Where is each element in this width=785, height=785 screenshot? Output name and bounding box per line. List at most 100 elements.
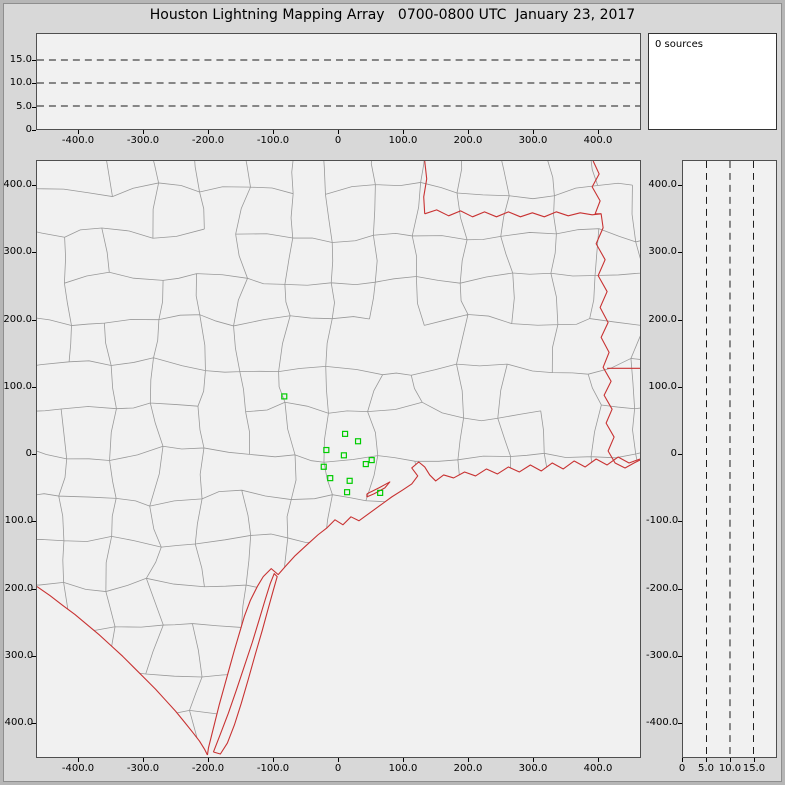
tick-label: 100.0	[388, 135, 418, 146]
tick-mark	[598, 758, 599, 762]
tick-label: 0	[334, 135, 342, 146]
tick-label: 5.0	[16, 100, 32, 112]
tick-label: -200.0	[191, 763, 225, 774]
tick-label: 300.0	[518, 763, 548, 774]
tick-mark	[32, 655, 36, 657]
sources-count: 0 sources	[655, 39, 703, 50]
tick-mark	[730, 758, 731, 762]
tick-label: -300.0	[126, 135, 160, 146]
tick-mark	[678, 319, 682, 321]
plan-view-map-panel[interactable]	[36, 160, 641, 758]
tick-mark	[32, 83, 36, 84]
tick-label: 100.0	[648, 380, 677, 392]
tick-mark	[678, 454, 682, 455]
tick-mark	[32, 588, 36, 590]
tick-label: 400.0	[3, 179, 32, 190]
tick-mark	[32, 454, 36, 455]
tick-mark	[78, 758, 79, 762]
tick-label: 400.0	[648, 179, 677, 190]
tick-label: 300.0	[518, 135, 548, 146]
tick-mark	[598, 130, 599, 134]
tick-label: -100.0	[256, 763, 290, 774]
tick-label: -200.0	[191, 135, 225, 146]
tick-label: 0	[25, 124, 32, 135]
tick-mark	[32, 59, 36, 61]
tick-label: 200.0	[453, 763, 483, 774]
altitude-ns-plot[interactable]	[683, 161, 776, 757]
tick-mark	[403, 758, 404, 762]
tick-mark	[143, 758, 144, 762]
tick-mark	[32, 723, 36, 724]
tick-mark	[533, 758, 534, 762]
tick-mark	[208, 130, 209, 134]
tick-label: 200.0	[3, 313, 32, 325]
altitude-ns-panel[interactable]	[682, 160, 777, 758]
tick-label: -200.0	[1, 582, 34, 594]
lma-station-markers	[281, 393, 384, 496]
tick-label: 15.0	[742, 763, 766, 774]
tick-mark	[32, 319, 36, 321]
tick-mark	[468, 130, 469, 134]
state-borders-coastline	[37, 161, 640, 756]
county-boundaries	[37, 161, 640, 756]
tick-label: 300.0	[648, 246, 677, 258]
tick-label: 10.0	[9, 77, 32, 88]
tick-label: 400.0	[583, 763, 613, 774]
tick-mark	[338, 758, 339, 762]
tick-label: 100.0	[3, 380, 32, 392]
tick-mark	[78, 130, 79, 134]
sources-box: 0 sources	[648, 33, 777, 130]
tick-label: 200.0	[648, 313, 677, 325]
tick-label: -100.0	[646, 515, 679, 527]
tick-label: -400.0	[61, 135, 95, 146]
tick-mark	[32, 130, 36, 131]
window-title: Houston Lightning Mapping Array 0700-080…	[149, 7, 636, 23]
tick-mark	[273, 130, 274, 134]
tick-mark	[468, 758, 469, 762]
tick-label: 0	[334, 763, 342, 774]
tick-label: 0	[670, 448, 677, 459]
tick-mark	[32, 521, 36, 523]
tick-label: 5.0	[698, 763, 714, 774]
tick-label: 15.0	[9, 53, 32, 65]
plan-view-map[interactable]	[37, 161, 640, 757]
tick-mark	[678, 185, 682, 186]
tick-label: -400.0	[61, 763, 95, 774]
tick-mark	[143, 130, 144, 134]
tick-mark	[678, 521, 682, 523]
tick-mark	[678, 588, 682, 590]
tick-mark	[533, 130, 534, 134]
altitude-ew-panel[interactable]	[36, 33, 641, 130]
tick-label: -100.0	[1, 515, 34, 527]
tick-label: 200.0	[453, 135, 483, 146]
tick-mark	[32, 252, 36, 254]
tick-mark	[338, 130, 339, 134]
altitude-ew-plot[interactable]	[37, 34, 640, 129]
tick-mark	[678, 723, 682, 724]
tick-label: -200.0	[646, 582, 679, 594]
tick-label: -300.0	[646, 649, 679, 661]
tick-label: 300.0	[3, 246, 32, 258]
tick-mark	[208, 758, 209, 762]
tick-mark	[403, 130, 404, 134]
tick-mark	[32, 185, 36, 186]
tick-label: -300.0	[126, 763, 160, 774]
tick-mark	[678, 252, 682, 254]
tick-label: 400.0	[583, 135, 613, 146]
tick-label: 100.0	[388, 763, 418, 774]
tick-label: 10.0	[718, 763, 742, 774]
tick-mark	[678, 655, 682, 657]
tick-label: -400.0	[1, 717, 34, 728]
tick-mark	[678, 386, 682, 388]
tick-label: -100.0	[256, 135, 290, 146]
tick-label: 0	[25, 448, 32, 459]
tick-label: 0	[678, 763, 686, 774]
tick-mark	[706, 758, 707, 762]
tick-mark	[32, 106, 36, 108]
tick-mark	[273, 758, 274, 762]
tick-mark	[682, 758, 683, 762]
tick-mark	[754, 758, 755, 762]
tick-mark	[32, 386, 36, 388]
tick-label: -400.0	[646, 717, 679, 728]
